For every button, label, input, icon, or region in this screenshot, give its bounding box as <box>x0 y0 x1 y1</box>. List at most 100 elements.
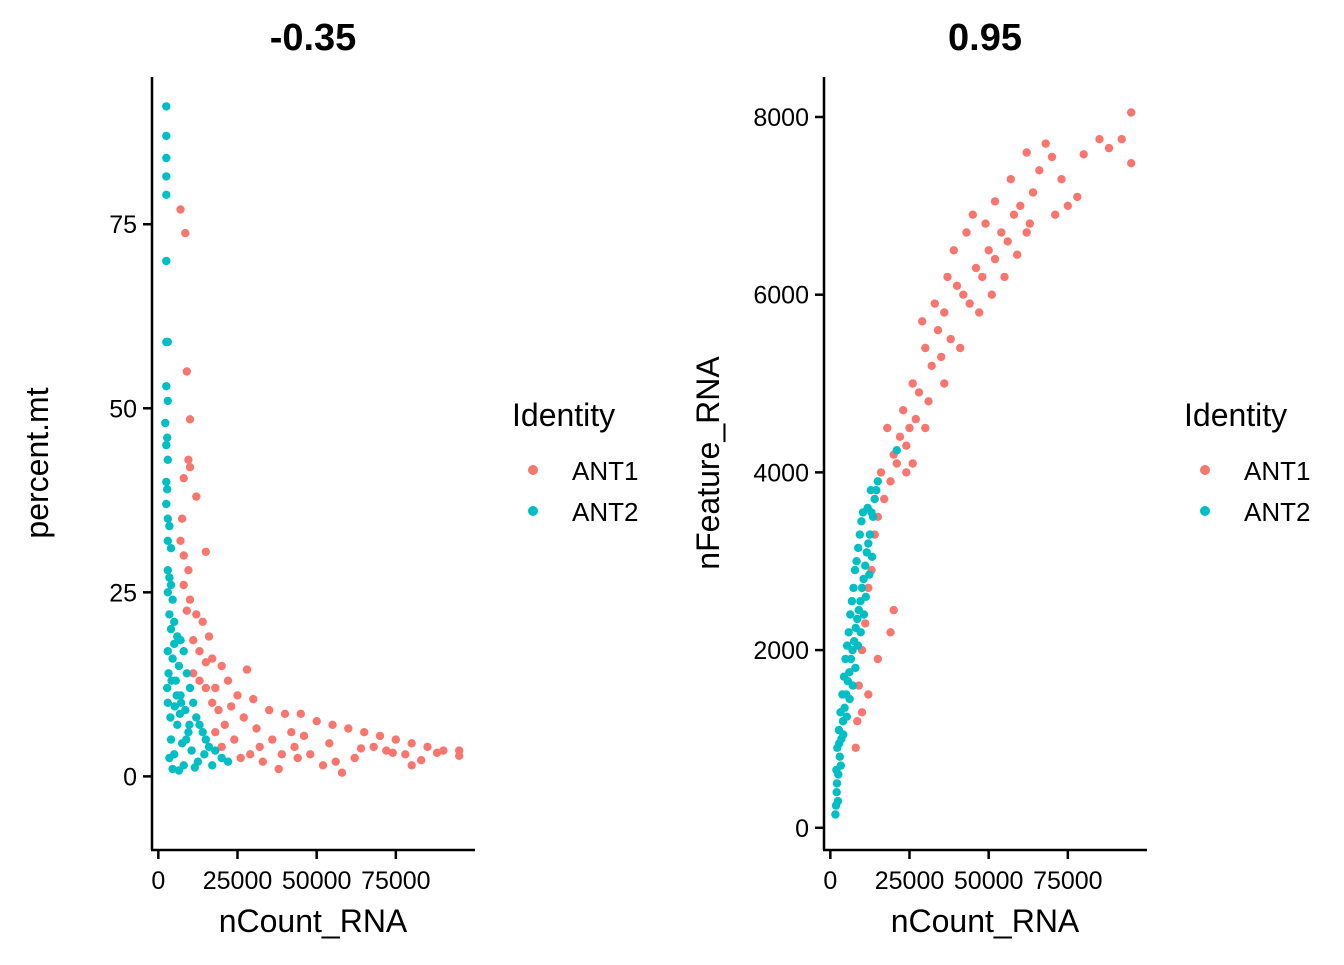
point-ant1-14 <box>185 595 195 604</box>
point-ant2-1 <box>873 477 882 486</box>
point-ant1-20 <box>195 647 204 656</box>
point-ant1-74 <box>299 731 309 741</box>
point-ant2-0 <box>892 446 901 455</box>
point-ant1-37 <box>391 735 400 744</box>
point-ant2-37 <box>844 628 853 637</box>
point-ant2-58 <box>851 663 860 673</box>
point-ant1-18 <box>990 254 1000 264</box>
point-ant2-51 <box>187 746 196 755</box>
point-ant1-67 <box>1051 210 1060 219</box>
point-ant1-64 <box>1000 272 1009 282</box>
point-ant2-61 <box>174 766 184 775</box>
point-ant2-54 <box>839 730 848 739</box>
point-ant1-8 <box>177 514 187 523</box>
point-ant2-10 <box>161 418 170 428</box>
legend-key-ant2 <box>528 506 538 516</box>
point-ant1-0 <box>1127 108 1136 117</box>
point-ant1-79 <box>331 757 340 766</box>
point-ant2-11 <box>163 433 172 442</box>
x-tick-label: 25000 <box>875 867 945 895</box>
point-ant1-44 <box>880 494 889 504</box>
point-ant1-33 <box>328 720 337 729</box>
point-ant2-57 <box>223 757 233 766</box>
point-ant1-22 <box>968 210 977 219</box>
point-ant1-43 <box>432 748 442 757</box>
point-ant1-37 <box>902 441 911 450</box>
point-ant2-64 <box>867 552 877 561</box>
y-tick-label: 0 <box>123 763 137 791</box>
point-ant1-79 <box>902 468 911 477</box>
point-ant2-40 <box>189 698 198 707</box>
point-ant1-21 <box>971 263 981 273</box>
point-ant2-33 <box>179 647 188 656</box>
point-ant1-70 <box>918 317 927 326</box>
point-ant1-67 <box>239 713 248 722</box>
point-ant1-70 <box>293 753 302 763</box>
point-ant1-43 <box>883 423 892 433</box>
x-axis-title: nCount_RNA <box>891 903 1080 939</box>
point-ant1-46 <box>369 742 378 752</box>
point-ant2-48 <box>201 735 210 744</box>
point-ant1-25 <box>223 676 233 685</box>
point-ant1-61 <box>962 228 971 237</box>
y-axis-title: percent.mt <box>19 387 55 538</box>
point-ant2-54 <box>217 753 226 763</box>
point-ant1-29 <box>933 326 943 335</box>
point-ant1-38 <box>899 406 908 415</box>
y-tick-label: 75 <box>109 211 137 239</box>
x-tick-label: 50000 <box>282 867 352 895</box>
point-ant2-12 <box>162 440 171 450</box>
point-ant2-50 <box>204 742 214 752</box>
point-ant1-76 <box>981 219 990 228</box>
point-ant1-13 <box>179 580 188 590</box>
point-ant2-56 <box>845 694 854 704</box>
point-ant1-58 <box>208 698 217 707</box>
plot-points <box>831 108 1136 819</box>
point-ant2-69 <box>164 669 173 678</box>
point-ant2-38 <box>185 683 195 693</box>
point-ant1-36 <box>375 731 385 741</box>
point-ant2-16 <box>162 499 171 509</box>
legend-label-ant2: ANT2 <box>572 497 638 527</box>
point-ant2-59 <box>853 641 863 650</box>
point-ant2-4 <box>162 190 171 199</box>
panel-title: -0.35 <box>270 17 357 59</box>
point-ant1-15 <box>1009 210 1019 219</box>
point-ant1-63 <box>417 756 426 765</box>
point-ant2-36 <box>842 641 852 650</box>
point-ant1-38 <box>407 739 416 748</box>
point-ant1-61 <box>189 669 198 678</box>
point-ant1-45 <box>382 746 391 755</box>
point-ant2-41 <box>850 565 860 575</box>
point-ant1-56 <box>886 628 895 637</box>
point-ant2-13 <box>163 455 172 464</box>
point-ant1-28 <box>937 352 946 362</box>
y-axis-ticks: 0 2000 4000 6000 8000 <box>753 104 824 843</box>
point-ant2-35 <box>841 654 850 664</box>
point-ant1-51 <box>290 742 299 752</box>
point-ant1-32 <box>312 717 321 726</box>
point-ant1-73 <box>990 197 1000 206</box>
point-ant2-70 <box>167 676 176 685</box>
point-ant2-5 <box>162 256 171 266</box>
point-ant2-18 <box>165 521 174 531</box>
legend-key-ant2 <box>1200 506 1210 516</box>
point-ant1-7 <box>192 492 201 501</box>
point-ant2-51 <box>832 779 842 788</box>
point-ant1-2 <box>182 367 191 376</box>
point-ant1-23 <box>201 658 210 667</box>
point-ant2-25 <box>168 595 177 604</box>
x-tick-label: 0 <box>151 867 165 895</box>
point-ant2-52 <box>836 761 845 770</box>
point-ant2-31 <box>176 636 185 645</box>
point-ant1-4 <box>184 455 193 464</box>
point-ant1-12 <box>184 566 193 575</box>
point-ant2-61 <box>859 610 869 619</box>
point-ant1-17 <box>997 228 1006 237</box>
point-ant2-65 <box>170 702 179 711</box>
point-ant1-34 <box>344 724 353 733</box>
point-ant1-19 <box>189 636 198 645</box>
point-ant1-75 <box>1022 148 1031 157</box>
x-axis-ticks: 0 25000 50000 75000 <box>823 850 1103 895</box>
point-ant1-1 <box>181 228 190 238</box>
